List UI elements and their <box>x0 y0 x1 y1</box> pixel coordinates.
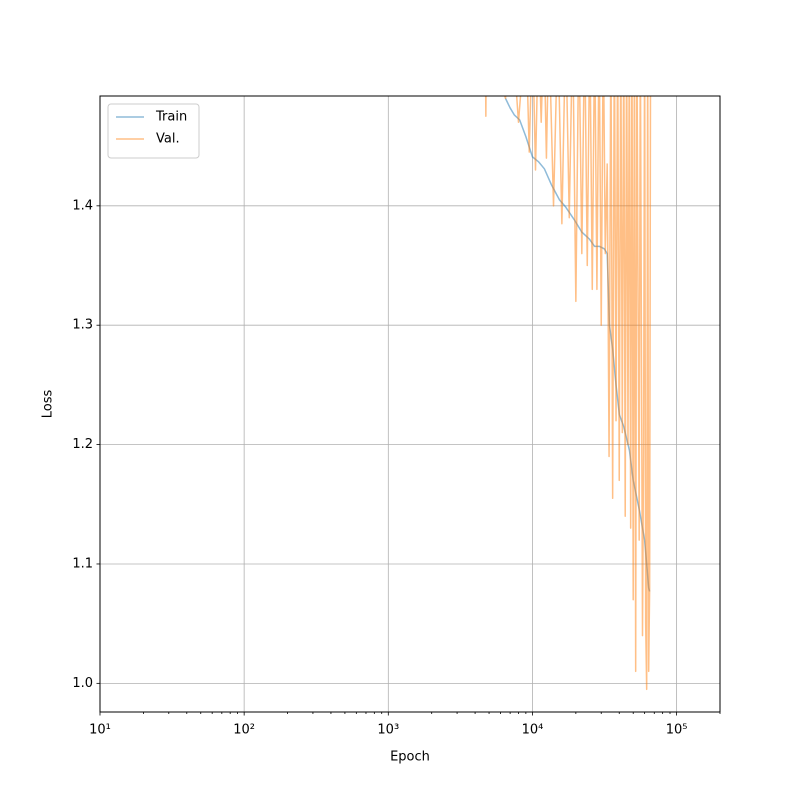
x-tick-label: 10¹ <box>89 723 111 738</box>
y-tick-label: 1.3 <box>72 318 93 333</box>
x-tick-label: 10⁴ <box>522 723 544 738</box>
legend-label: Train <box>155 110 187 125</box>
y-tick-label: 1.4 <box>72 198 93 213</box>
ticks: 10¹ 10² 10³ 10⁴ 10⁵ 1.0 1.1 1.2 1.3 1.4 <box>72 198 721 738</box>
legend-label: Val. <box>156 132 180 147</box>
plot-area <box>484 96 652 691</box>
y-tick-label: 1.2 <box>72 437 93 452</box>
x-tick-label: 10⁵ <box>666 723 688 738</box>
x-tick-label: 10³ <box>377 723 399 738</box>
axes-frame <box>99 95 721 713</box>
y-axis-label: Loss <box>41 390 56 419</box>
x-tick-label: 10² <box>233 723 255 738</box>
line-series <box>484 96 652 691</box>
y-tick-label: 1.1 <box>72 556 93 571</box>
x-axis-label: Epoch <box>390 750 430 765</box>
y-tick-label: 1.0 <box>72 676 93 691</box>
legend: Train Val. <box>107 103 200 159</box>
